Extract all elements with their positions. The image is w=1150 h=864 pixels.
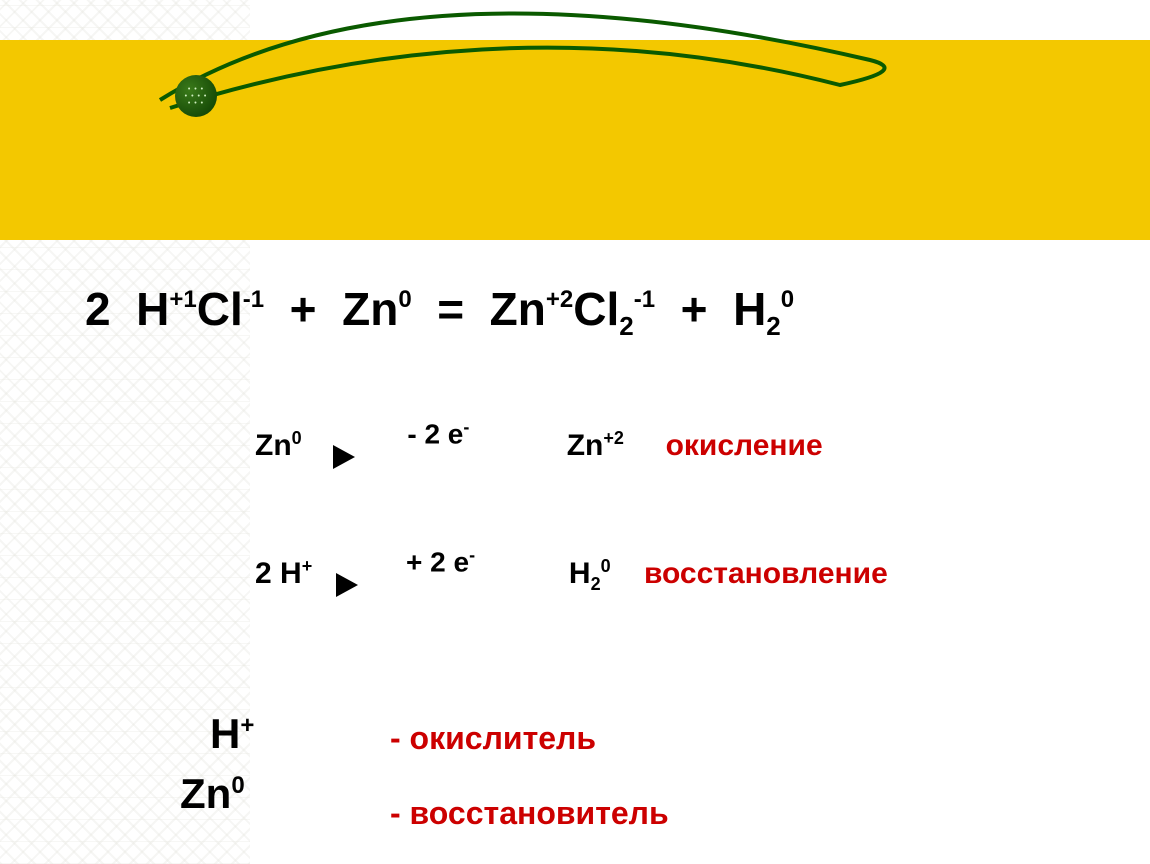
banner-bar (0, 40, 1150, 240)
hr2-right-charge: 0 (601, 556, 611, 576)
coeff-1: 2 (85, 283, 111, 335)
charge-cl2: -1 (634, 286, 655, 313)
hr1-electrons: - 2 e- (353, 417, 523, 450)
species-cl: Cl (197, 283, 243, 335)
summary-zn-species: Zn0 (180, 770, 245, 818)
half-reaction-oxidation: Zn0 - 2 e- Zn+2 окисление (255, 428, 823, 463)
species-h2: H (733, 283, 766, 335)
charge-cl: -1 (243, 286, 264, 313)
plus-1: + (290, 283, 317, 335)
hr1-left-elem: Zn (255, 429, 292, 462)
hr2-right-elem: H (569, 557, 591, 590)
main-equation: 2 H+1Cl-1 + Zn0 = Zn+2Cl2-1 + H20 (85, 282, 794, 342)
species-zn: Zn (342, 283, 398, 335)
plus-2: + (681, 283, 708, 335)
species-h: H (136, 283, 169, 335)
charge-h: +1 (169, 286, 196, 313)
hr1-left-charge: 0 (292, 428, 302, 448)
hr2-right-sub: 2 (591, 574, 601, 594)
hr1-right-elem: Zn (567, 429, 604, 462)
charge-zn0: 0 (398, 286, 411, 313)
summary-zn-label: - восстановитель (390, 795, 669, 832)
summary-h-label: - окислитель (390, 720, 596, 757)
bullet-sphere-icon: • • •• • • •• • • (175, 75, 217, 117)
hr2-label: восстановление (644, 557, 888, 590)
charge-zn2: +2 (546, 286, 573, 313)
sub-cl2: 2 (619, 311, 633, 341)
species-cl2: Cl (573, 283, 619, 335)
hr2-left-elem: H (280, 557, 302, 590)
hr2-electrons: + 2 e- (356, 545, 526, 578)
hr1-right-charge: +2 (603, 428, 624, 448)
charge-h20: 0 (781, 286, 794, 313)
summary-h-species: H+ (210, 710, 254, 758)
hr2-left-coeff: 2 (255, 557, 280, 590)
sub-h2: 2 (766, 311, 780, 341)
equals: = (437, 283, 464, 335)
half-reaction-reduction: 2 H+ + 2 e- H20 восстановление (255, 556, 888, 595)
species-zn2: Zn (490, 283, 546, 335)
hr1-label: окисление (666, 429, 823, 462)
hr2-left-charge: + (302, 556, 313, 576)
